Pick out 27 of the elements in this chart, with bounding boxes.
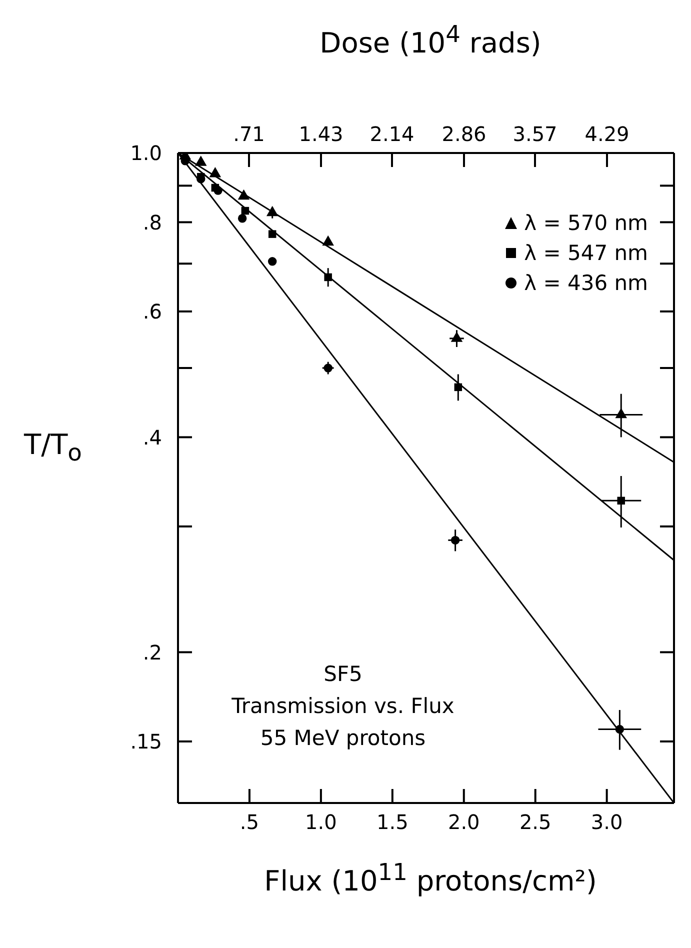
- x2-axis-title: Dose (10$^{4}$ rads): [318, 20, 542, 60]
- annotation: Transmission vs. Flux: [230, 693, 456, 720]
- y-tick-label: 1.0: [130, 141, 162, 166]
- y-tick-label: .15: [130, 730, 162, 754]
- y-tick-label: .4: [142, 425, 162, 450]
- y-axis-title: T/T$_{o}$: [22, 428, 83, 467]
- x-tick-label: 1.5: [376, 810, 408, 834]
- x2-tick-label: .71: [233, 122, 265, 146]
- x-tick-label: 2.0: [448, 810, 480, 834]
- y-tick-label: .2: [142, 640, 162, 664]
- x2-tick-label: 2.86: [442, 122, 486, 146]
- x2-tick-label: 2.14: [370, 122, 414, 146]
- y-tick-label: .6: [142, 300, 162, 324]
- x-tick-label: .5: [240, 810, 260, 834]
- x-tick-label: 3.0: [590, 810, 623, 834]
- x2-tick-label: 3.57: [512, 122, 558, 146]
- x-axis-title: Flux (10$^{11}$ protons/cm²): [263, 858, 598, 898]
- legend-label: λ = 547 nm: [524, 240, 648, 267]
- legend-label: λ = 570 nm: [524, 210, 648, 237]
- legend-label: λ = 436 nm: [524, 270, 648, 297]
- x-tick-label: 1.0: [305, 810, 337, 834]
- x-tick-label: 2.5: [519, 810, 552, 834]
- x2-tick-label: 1.43: [298, 122, 344, 146]
- annotation: 55 MeV protons: [259, 725, 427, 752]
- x2-tick-label: 4.29: [584, 122, 630, 146]
- y-tick-label: .8: [142, 210, 162, 234]
- annotation: SF5: [322, 661, 364, 688]
